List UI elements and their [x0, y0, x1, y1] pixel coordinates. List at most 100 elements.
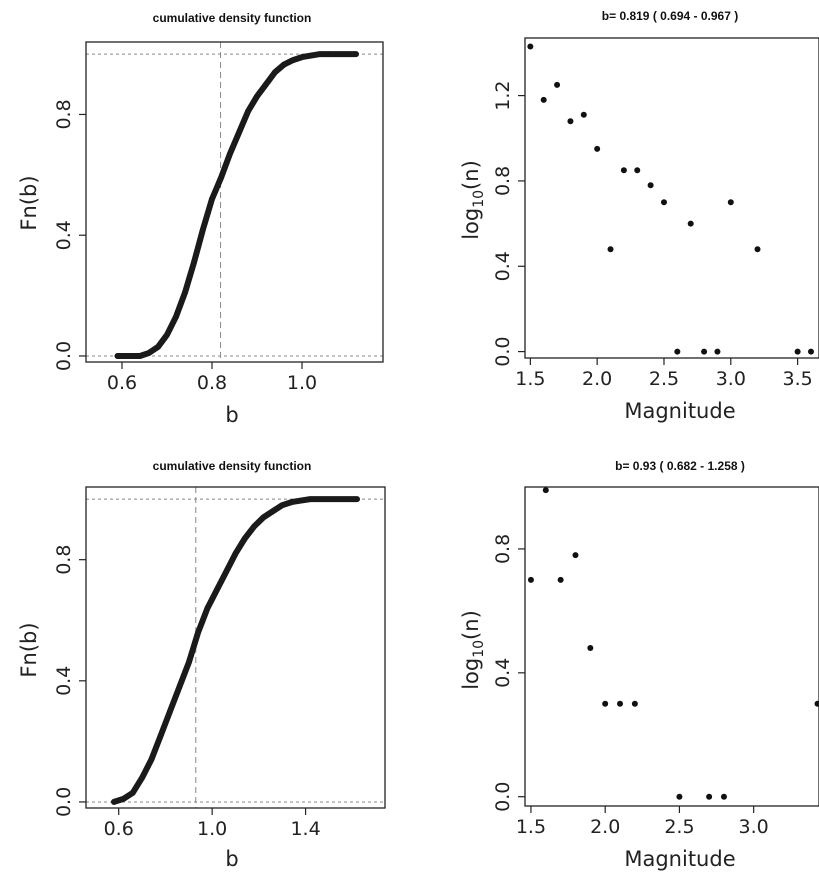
cdf-point [111, 799, 117, 805]
cdf-point [232, 550, 239, 557]
x-tick-label: 1.0 [287, 372, 317, 394]
cdf-point [317, 51, 323, 57]
cdf-point [120, 796, 127, 802]
y-tick-label: 0.0 [53, 341, 75, 371]
y-axis-label: Fn(b) [17, 622, 41, 677]
cdf-point [200, 226, 206, 232]
data-point [807, 348, 814, 355]
cdf-point [114, 353, 121, 359]
cdf-point [218, 175, 224, 181]
y-axis-label: Fn(b) [17, 175, 41, 230]
cdf-point [176, 684, 183, 690]
panel-title: cumulative density function [153, 11, 312, 25]
cdf-point [281, 61, 287, 68]
cdf-point [307, 496, 314, 502]
data-point [572, 552, 579, 559]
cdf-point [173, 313, 179, 320]
y-tick-label: 0.8 [492, 166, 514, 196]
cdf-point [204, 605, 211, 611]
data-point [557, 576, 564, 583]
x-tick-label: 2.5 [664, 816, 694, 838]
cdf-point [335, 51, 341, 57]
cdf-point [337, 496, 344, 502]
cdf-point [245, 108, 251, 115]
x-tick-label: 0.8 [197, 372, 227, 394]
x-axis-label: b [225, 847, 238, 871]
y-tick-label: 0.4 [492, 251, 514, 281]
cdf-point [223, 568, 229, 575]
y-tick-label: 0.8 [492, 534, 514, 564]
cdf-point [263, 81, 269, 88]
y-axis-label-subscript: 10 [471, 190, 487, 208]
cdf-point [260, 514, 267, 521]
data-point [727, 199, 734, 206]
cdf-point [227, 150, 233, 157]
plot-frame [85, 41, 384, 363]
cdf-point [139, 774, 145, 781]
cdf-point [191, 259, 197, 266]
data-point [720, 793, 727, 800]
cdf-point [167, 708, 173, 714]
plot-frame [85, 486, 386, 809]
y-axis-label-part: (n) [459, 160, 483, 190]
cdf-point [157, 732, 164, 739]
cdf-point [353, 51, 359, 57]
panel-2: b= 0.819 ( 0.694 - 0.967 ) 1.5 2.0 2.5 3.0 3.… [459, 9, 819, 423]
panel-4: b= 0.93 ( 0.682 - 1.258 ) 1.5 2.0 2.5 3.0 0.0… [459, 459, 819, 871]
x-tick-label: 2.0 [590, 816, 620, 838]
cdf-point [272, 69, 278, 75]
x-tick-label: 3.5 [783, 368, 813, 390]
x-tick-label: 2.0 [582, 368, 612, 390]
plot-frame [524, 486, 819, 807]
cdf-curve [111, 496, 360, 805]
cdf-point [164, 332, 170, 338]
x-tick-label: 2.5 [649, 368, 679, 390]
y-tick-label: 0.4 [53, 220, 75, 250]
cdf-point [354, 496, 360, 502]
cdf-point [254, 93, 260, 100]
x-tick-label: 0.6 [104, 818, 134, 840]
cdf-point [182, 289, 188, 296]
cdf-point [316, 496, 323, 502]
cdf-point [137, 353, 143, 359]
data-point [701, 348, 708, 355]
panel-title: cumulative density function [153, 459, 312, 473]
cdf-point [195, 629, 201, 636]
y-tick-label: 0.0 [492, 336, 514, 366]
y-axis-label-part: log [459, 208, 483, 240]
x-tick-label: 1.0 [197, 818, 227, 840]
cdf-point [236, 129, 242, 136]
x-tick-label: 1.5 [516, 816, 546, 838]
y-axis-label-subscript: 10 [471, 640, 487, 658]
data-point [714, 348, 721, 355]
cdf-point [326, 496, 332, 502]
y-tick-label: 0.0 [492, 782, 514, 812]
x-tick-label: 0.6 [107, 372, 137, 394]
cdf-point [146, 350, 152, 356]
x-tick-label: 1.5 [515, 368, 545, 390]
y-tick-label: 0.4 [492, 658, 514, 688]
cdf-point [299, 54, 305, 60]
data-point [527, 43, 534, 50]
y-tick-label: 0.8 [53, 99, 75, 129]
data-point [594, 145, 601, 152]
data-point [542, 487, 549, 494]
cdf-point [214, 587, 220, 593]
panel-3: cumulative density function 0.6 1.0 1.4 0.0 0… [17, 459, 386, 871]
data-point [794, 348, 801, 355]
cdf-point [129, 790, 136, 796]
data-point [527, 576, 534, 583]
y-axis-label-part: log [459, 658, 483, 690]
data-point [634, 167, 641, 174]
data-point [602, 700, 609, 707]
cdf-point [270, 508, 276, 515]
cdf-curve [114, 51, 359, 359]
panel-title: b= 0.93 ( 0.682 - 1.258 ) [615, 459, 745, 473]
cdf-point [209, 196, 215, 202]
y-tick-label: 0.0 [53, 787, 75, 817]
x-axis-label: Magnitude [624, 847, 735, 871]
data-point [580, 111, 587, 118]
cdf-point [251, 523, 257, 530]
data-point [687, 220, 694, 227]
